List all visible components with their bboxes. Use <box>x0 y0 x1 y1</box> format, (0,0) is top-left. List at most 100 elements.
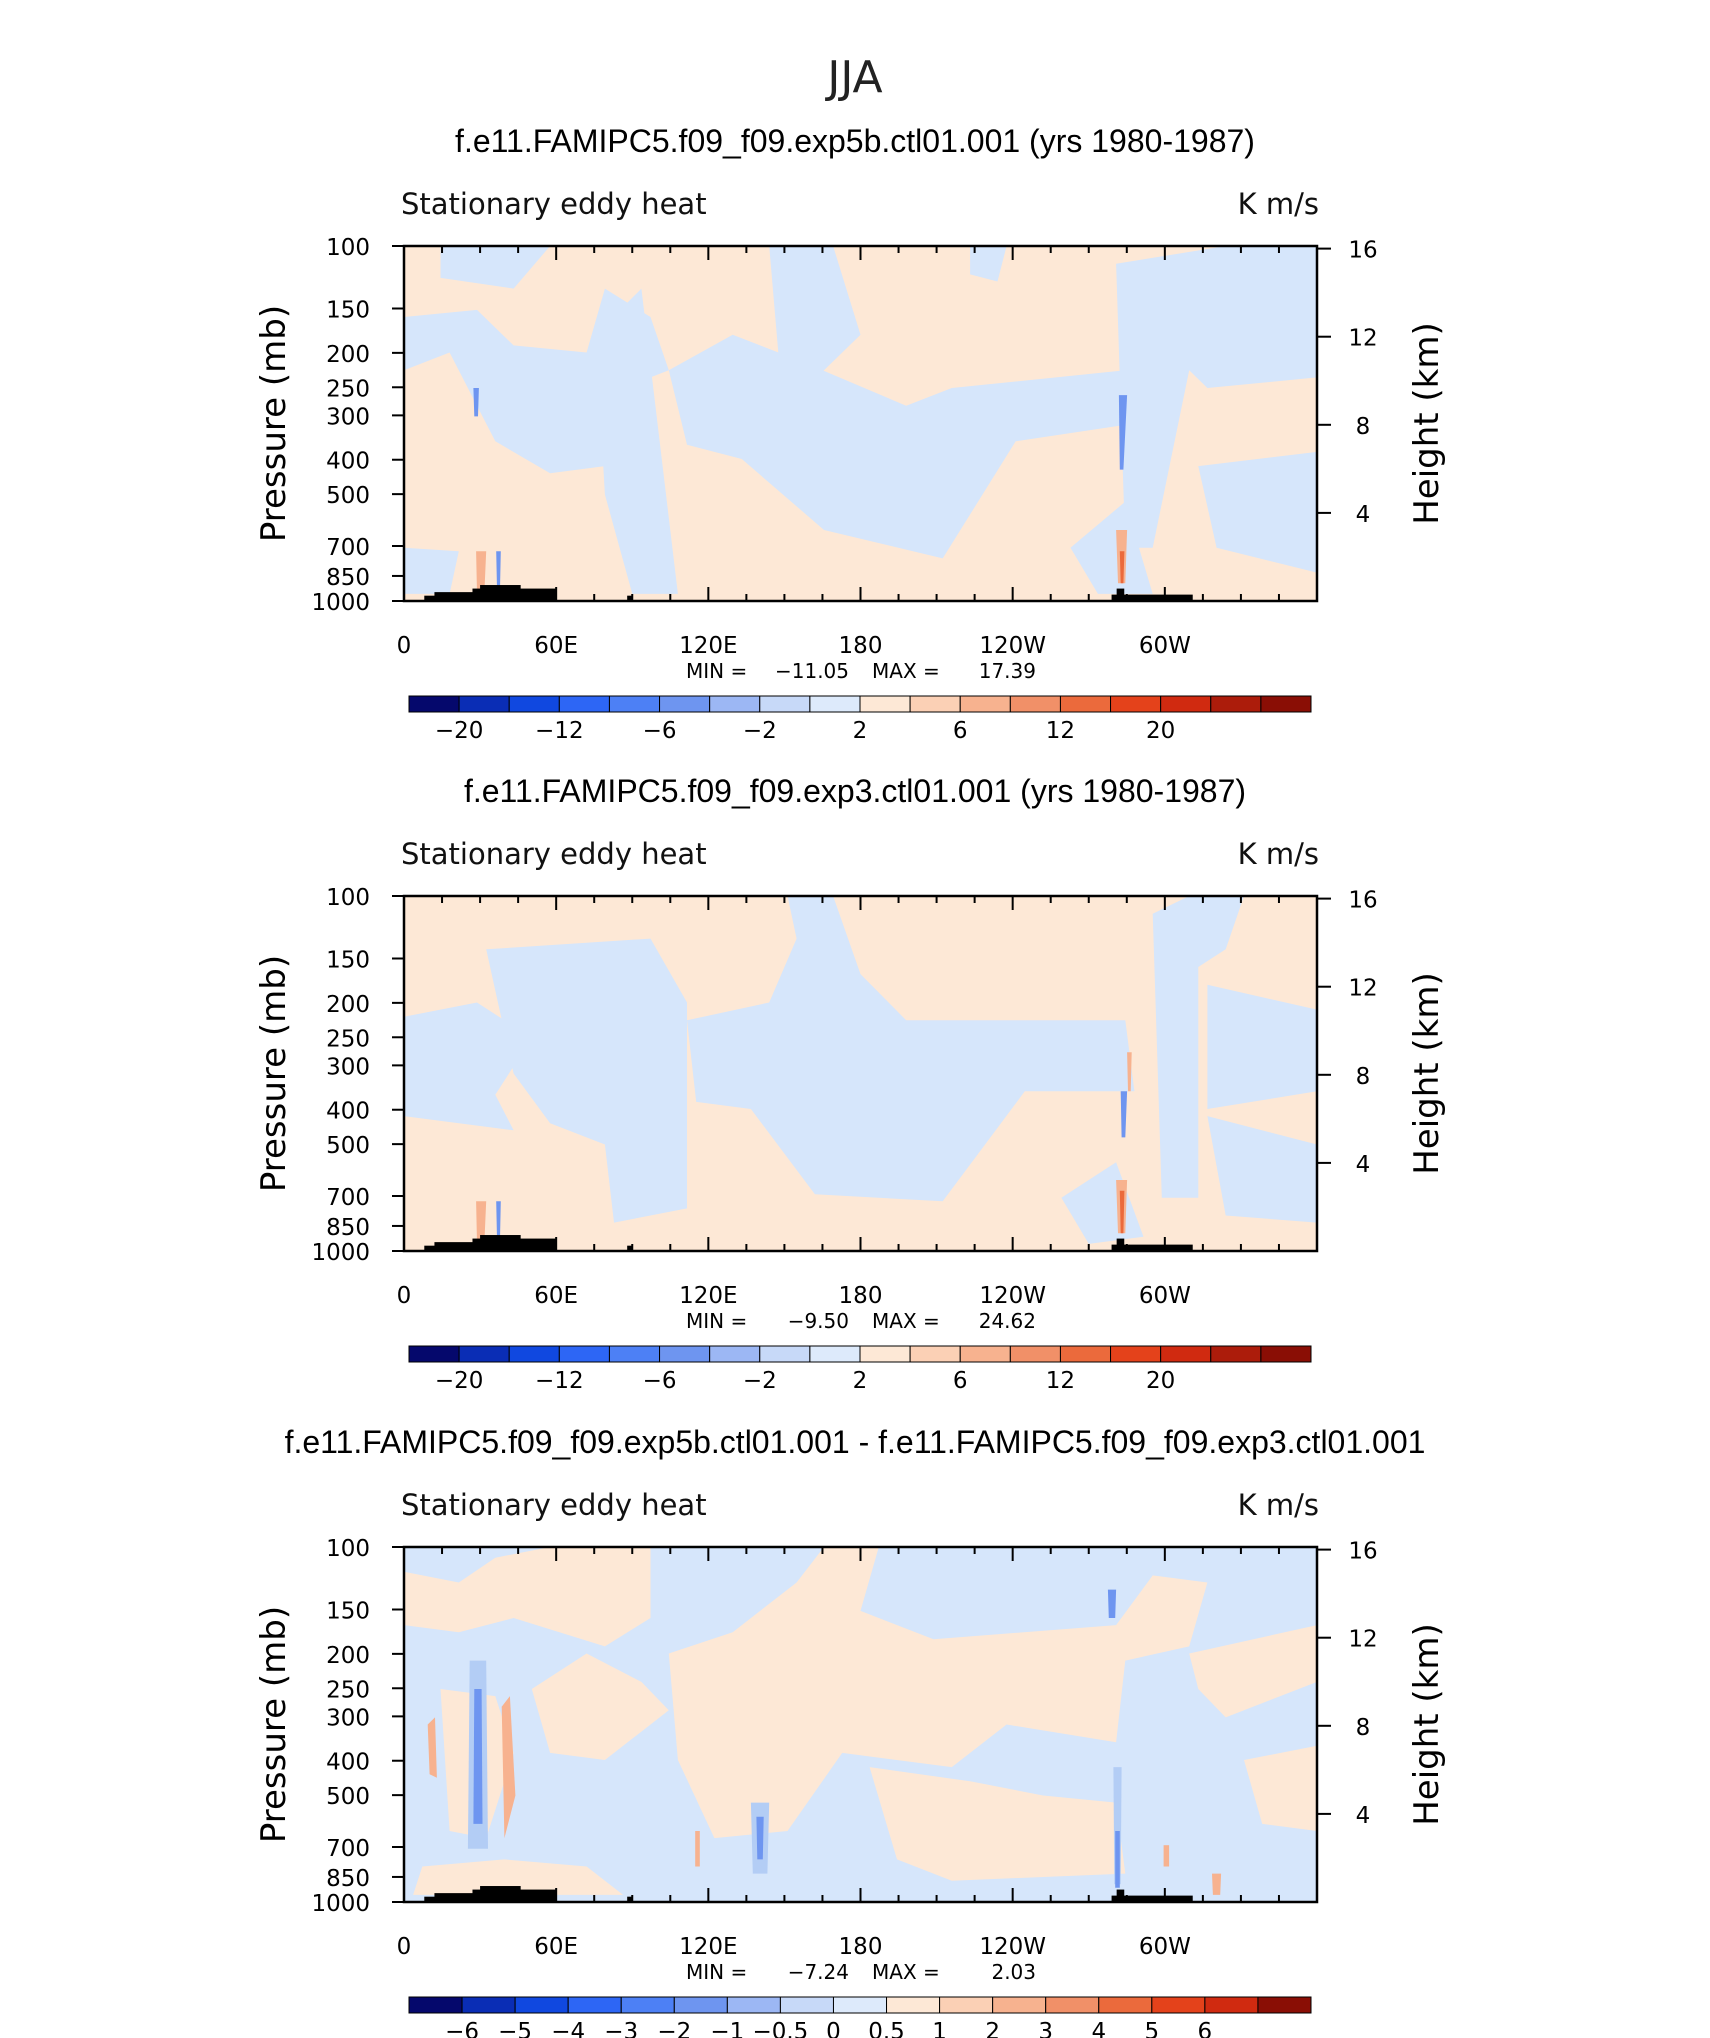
y-tick-label: 100 <box>326 885 370 911</box>
y-tick-label: 100 <box>326 235 370 261</box>
colorbar-swatch <box>709 695 761 713</box>
colorbar: −20 −12 −6 −2 2 6 12 20 <box>408 1345 1312 1394</box>
colorbar-label: 3 <box>1038 2019 1053 2038</box>
y-tick-label: 100 <box>326 1536 370 1562</box>
colorbar-label: 12 <box>1046 1368 1075 1394</box>
colorbar-label: 0 <box>826 2019 841 2038</box>
contour-region <box>595 288 678 594</box>
colorbar-swatch <box>1009 1345 1061 1363</box>
topography <box>434 1893 511 1902</box>
y2-tick-label: 12 <box>1348 1627 1377 1653</box>
topography <box>434 1242 511 1251</box>
contour-region <box>1152 896 1244 1198</box>
colorbar-swatch <box>859 1345 911 1363</box>
contour-field <box>404 246 1317 601</box>
y-tick-label: 150 <box>326 298 370 324</box>
colorbar-swatch <box>408 1996 463 2014</box>
y-tick-label: 850 <box>326 565 370 591</box>
colorbar-swatch <box>832 1996 888 2014</box>
colorbar-label: −20 <box>435 718 484 744</box>
topography <box>627 1896 633 1902</box>
x-tick-label: 0 <box>397 1283 412 1309</box>
colorbar-swatch <box>673 1996 728 2014</box>
topography <box>1111 1895 1193 1902</box>
x-tick-label: 120W <box>979 1283 1046 1309</box>
panel-3: f.e11.FAMIPC5.f09_f09.exp5b.ctl01.001 - … <box>254 1424 1447 2038</box>
colorbar-label: 6 <box>953 718 968 744</box>
contour-region <box>1207 984 1317 1109</box>
colorbar-label: 2 <box>853 718 868 744</box>
max-label: MAX = <box>872 659 940 683</box>
x-tick-label: 60W <box>1139 1283 1191 1309</box>
x-tick-label: 180 <box>839 633 883 659</box>
contour-region <box>440 246 551 289</box>
colorbar-swatch <box>408 1345 460 1363</box>
left-string: Stationary eddy heat <box>401 837 707 871</box>
contour-region <box>496 1201 501 1244</box>
colorbar-swatch <box>779 1996 834 2014</box>
colorbar-swatch <box>1059 695 1112 713</box>
y2-tick-label: 8 <box>1356 414 1371 440</box>
colorbar-label: −6 <box>445 2019 479 2038</box>
y-tick-label: 1000 <box>311 590 370 616</box>
x-tick-label: 60W <box>1139 1934 1191 1960</box>
y-tick-label: 850 <box>326 1215 370 1241</box>
colorbar-label: −12 <box>535 1368 584 1394</box>
colorbar-swatch <box>959 695 1011 713</box>
colorbar-swatch <box>1210 695 1262 713</box>
contour-region <box>756 1816 764 1860</box>
y2-tick-label: 16 <box>1348 238 1377 264</box>
min-label: MIN = <box>686 659 747 683</box>
y2-tick-label: 12 <box>1348 326 1377 352</box>
colorbar-swatch <box>514 1996 569 2014</box>
contour-region <box>1118 395 1128 470</box>
y-tick-label: 150 <box>326 1599 370 1625</box>
colorbar-swatch <box>458 1345 510 1363</box>
contour-region <box>476 551 487 594</box>
topography <box>1116 1238 1125 1251</box>
contour-region <box>869 1767 1126 1881</box>
colorbar-swatch <box>709 1345 761 1363</box>
contour-region <box>1207 1116 1317 1223</box>
contour-region <box>687 896 1135 1202</box>
colorbar: −6 −5 −4 −3 −2 −1 −0.5 0 0.5 1 2 3 4 5 6 <box>408 1996 1312 2038</box>
colorbar-label: −6 <box>643 1368 677 1394</box>
y-tick-label: 200 <box>326 1643 370 1669</box>
contour-region <box>427 1717 437 1778</box>
y2-axis-label: Height (km) <box>1407 972 1447 1175</box>
y2-tick-label: 4 <box>1356 1152 1371 1178</box>
y2-tick-label: 8 <box>1356 1064 1371 1090</box>
colorbar-swatch <box>1260 695 1312 713</box>
x-tick-label: 0 <box>397 1934 412 1960</box>
max-value: 2.03 <box>991 1960 1036 1984</box>
x-tick-label: 60E <box>534 1934 578 1960</box>
colorbar-swatch <box>659 695 711 713</box>
left-string: Stationary eddy heat <box>401 187 707 221</box>
contour-region <box>1119 551 1125 584</box>
colorbar-swatch <box>809 1345 861 1363</box>
contour-region <box>404 547 459 594</box>
x-tick-label: 180 <box>839 1283 883 1309</box>
colorbar-swatch <box>1204 1996 1259 2014</box>
colorbar-swatch <box>558 695 610 713</box>
y-tick-label: 150 <box>326 948 370 974</box>
panel-title: f.e11.FAMIPC5.f09_f09.exp5b.ctl01.001 (y… <box>455 123 1255 159</box>
colorbar-swatch <box>1059 1345 1112 1363</box>
contour-region <box>668 1547 1208 1839</box>
contour-region <box>1119 1190 1125 1234</box>
contour-region <box>668 334 1135 559</box>
colorbar-swatch <box>1110 1345 1162 1363</box>
contour-region <box>1116 246 1317 548</box>
contour-region <box>531 1653 669 1760</box>
colorbar-swatch <box>1210 1345 1262 1363</box>
colorbar-label: −3 <box>604 2019 638 2038</box>
colorbar: −20 −12 −6 −2 2 6 12 20 <box>408 695 1312 744</box>
x-tick-label: 120W <box>979 633 1046 659</box>
min-label: MIN = <box>686 1309 747 1333</box>
y2-tick-label: 8 <box>1356 1715 1371 1741</box>
y-tick-label: 300 <box>326 1705 370 1731</box>
colorbar-label: −1 <box>710 2019 744 2038</box>
contour-region <box>970 246 1007 282</box>
y-tick-label: 1000 <box>311 1891 370 1917</box>
